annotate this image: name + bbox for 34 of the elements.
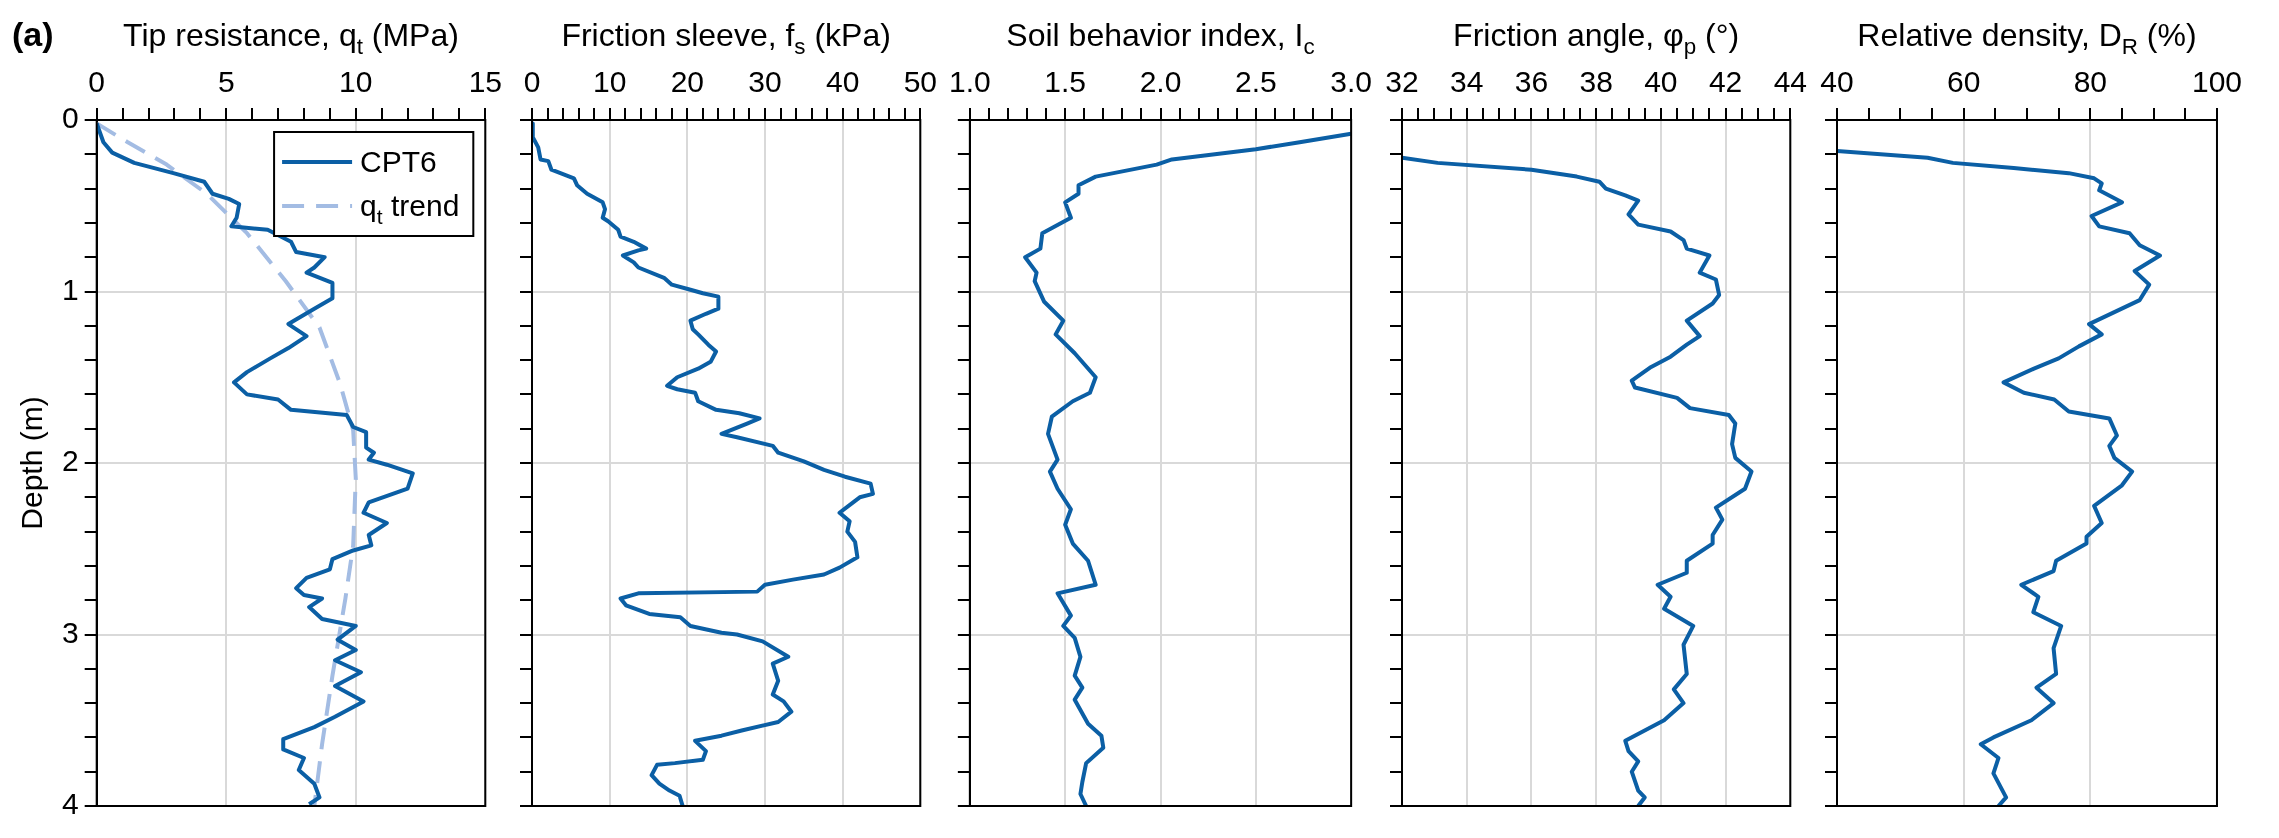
x-tick-label: 0: [523, 65, 541, 99]
x-tick-label: 38: [1579, 65, 1613, 99]
y-tick-label: 0: [62, 101, 79, 135]
x-tick-label: 1.5: [1044, 65, 1087, 99]
x-tick-label: 40: [1644, 65, 1678, 99]
x-tick-label: 30: [748, 65, 782, 99]
x-tick-label: 3.0: [1330, 65, 1373, 99]
y-axis-title: Depth (m): [15, 396, 49, 530]
x-tick-label: 1.0: [948, 65, 991, 99]
x-tick-label: 80: [2073, 65, 2107, 99]
x-tick-label: 44: [1773, 65, 1807, 99]
y-tick-label: 3: [62, 615, 79, 649]
y-tick-label: 1: [62, 272, 79, 306]
x-tick-label: 100: [2191, 65, 2242, 99]
x-tick-label: 2.5: [1234, 65, 1277, 99]
x-tick-label: 60: [1946, 65, 1981, 99]
x-tick-label: 50: [903, 65, 937, 99]
y-tick-label: 4: [62, 787, 79, 821]
x-tick-label: 40: [1820, 65, 1854, 99]
x-tick-label: 2.0: [1139, 65, 1182, 99]
x-tick-label: 32: [1385, 65, 1419, 99]
x-tick-label: 15: [468, 65, 502, 99]
x-tick-label: 5: [217, 65, 235, 99]
x-tick-label: 0: [88, 65, 106, 99]
x-tick-label: 34: [1450, 65, 1484, 99]
x-tick-label: 40: [825, 65, 860, 99]
y-tick-label: 2: [62, 444, 79, 478]
x-tick-label: 10: [339, 65, 373, 99]
x-tick-label: 36: [1514, 65, 1549, 99]
x-tick-label: 42: [1708, 65, 1743, 99]
legend-label: CPT6: [360, 145, 437, 178]
text: (a): [12, 15, 54, 53]
x-tick-label: 10: [592, 65, 627, 99]
x-tick-label: 20: [670, 65, 705, 99]
